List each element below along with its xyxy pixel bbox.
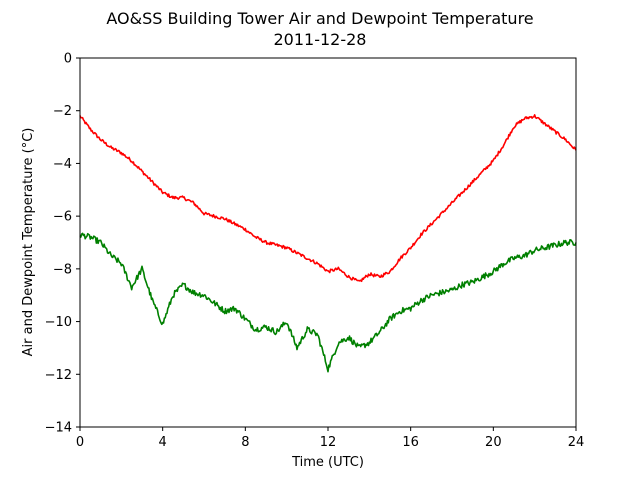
y-axis-label: Air and Dewpoint Temperature (°C) (21, 128, 36, 357)
plot-area (80, 58, 576, 427)
chart-subtitle: 2011-12-28 (274, 30, 367, 49)
x-tick-label: 24 (568, 435, 585, 450)
y-tick-label: −4 (53, 157, 72, 172)
series-line-1 (79, 114, 577, 283)
x-tick-label: 4 (159, 435, 167, 450)
y-tick-label: −6 (53, 210, 72, 225)
y-tick-label: −14 (45, 421, 72, 436)
x-tick-label: 0 (76, 435, 84, 450)
chart-title: AO&SS Building Tower Air and Dewpoint Te… (106, 9, 533, 28)
y-tick-label: −2 (53, 104, 72, 119)
axes-group: 0 4 8 12 16 20 24 −14 −12 −10 −8 −6 −4 −2 0 (45, 52, 585, 451)
plot-background (80, 58, 576, 427)
x-tick-label: 12 (320, 435, 337, 450)
y-tick-label: −8 (53, 262, 72, 277)
series-line-2 (79, 232, 577, 373)
series-group (79, 114, 577, 373)
y-tick-label: 0 (64, 52, 72, 67)
x-tick-label: 20 (485, 435, 502, 450)
y-tick-label: −12 (45, 368, 72, 383)
y-tick-label: −10 (45, 315, 72, 330)
x-tick-label: 8 (241, 435, 249, 450)
x-axis-label: Time (UTC) (291, 455, 364, 470)
x-tick-label: 16 (402, 435, 419, 450)
